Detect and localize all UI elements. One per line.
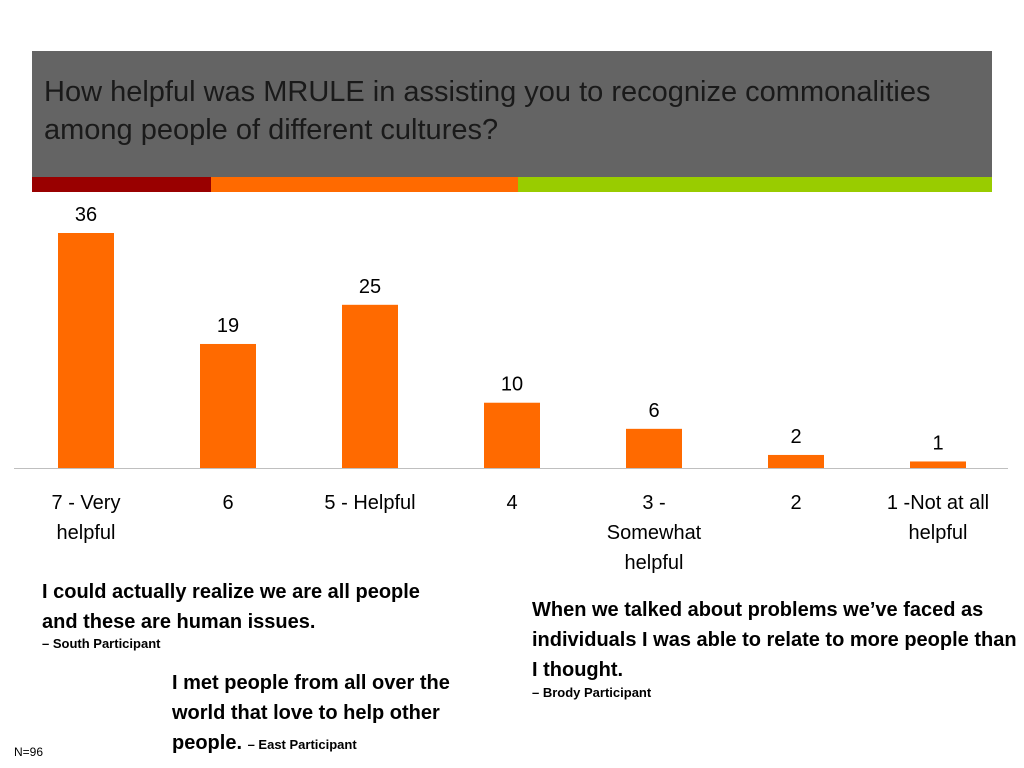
quote-text: I met people from all over the world tha… [172,672,450,754]
quote-south: I could actually realize we are all peop… [42,577,442,651]
data-label-6: 1 [932,432,943,454]
tick-label-5: 2 [790,492,802,514]
accent-stripe-green [518,177,992,192]
data-label-5: 2 [790,426,801,448]
bar-5 [768,454,824,468]
bar-1 [200,343,256,468]
quote-attribution: – East Participant [247,737,357,752]
quote-brody: When we talked about problems we’ve face… [532,595,1017,701]
data-label-4: 6 [648,400,659,422]
bar-6 [910,461,966,468]
sample-size-label: N=96 [14,745,44,759]
bar-chart: 36 19 25 10 6 2 1 [14,204,1008,469]
data-label-3: 10 [501,374,523,396]
data-label-1: 19 [217,315,239,337]
data-label-0: 36 [75,204,97,226]
tick-label-2: 5 - Helpful [324,492,416,514]
quote-east: I met people from all over the world tha… [172,668,502,760]
accent-stripe-red [32,177,211,192]
title-band: How helpful was MRULE in assisting you t… [32,51,992,177]
quote-attribution: – South Participant [42,636,161,651]
bar-3 [484,402,540,468]
accent-stripe-orange [211,177,518,192]
tick-label-6: 1 -Not at all helpful [886,492,990,544]
tick-label-0: 7 - Very helpful [51,492,121,544]
quote-text: When we talked about problems we’ve face… [532,599,1017,681]
data-label-2: 25 [359,276,381,298]
quote-attribution: – Brody Participant [532,685,652,700]
bar-0 [58,233,114,468]
bar-2 [342,304,398,468]
tick-label-1: 6 [222,492,234,514]
tick-label-3: 4 [506,492,518,514]
tick-label-4: 3 - Somewhat helpful [606,492,702,574]
bar-4 [626,428,682,468]
slide-title: How helpful was MRULE in assisting you t… [44,76,931,146]
quote-text: I could actually realize we are all peop… [42,581,420,633]
